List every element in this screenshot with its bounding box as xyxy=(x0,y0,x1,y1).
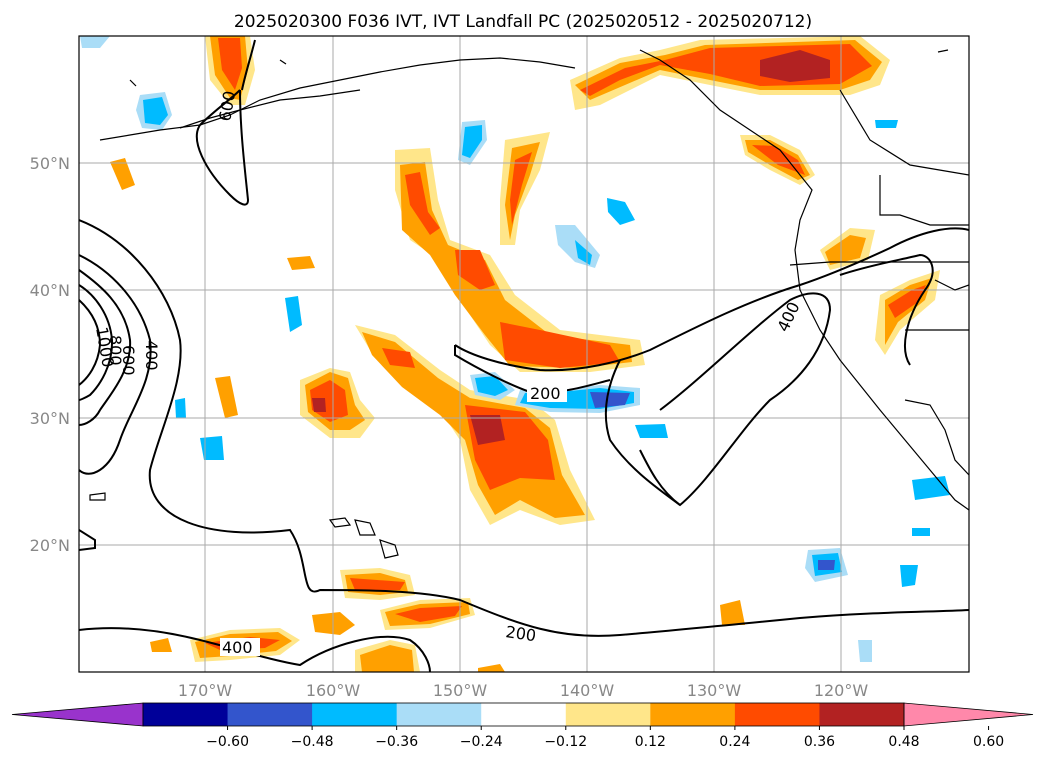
negative-anomaly-region xyxy=(900,565,918,587)
positive-anomaly-region xyxy=(350,578,405,590)
colorbar-swatch xyxy=(650,703,736,726)
lat-tick-label: 50°N xyxy=(30,154,70,173)
colorbar-swatch xyxy=(227,703,313,726)
colorbar-swatch xyxy=(565,703,651,726)
positive-anomaly-region xyxy=(888,285,926,318)
negative-anomaly-region xyxy=(462,125,482,158)
shaded-anomaly-layer xyxy=(80,36,950,672)
colorbar-tick-label: −0.24 xyxy=(460,734,503,750)
colorbar-swatch xyxy=(396,703,482,726)
figure-title: 2025020300 F036 IVT, IVT Landfall PC (20… xyxy=(234,12,812,32)
colorbar: −0.60 −0.48 −0.36 −0.24 −0.12 0.12 0.24 0.36 0.4… xyxy=(11,702,1034,750)
positive-anomaly-region xyxy=(825,235,866,265)
lon-tick-label: 160°W xyxy=(306,681,361,700)
positive-anomaly-region xyxy=(110,158,135,190)
positive-anomaly-region xyxy=(470,415,505,445)
negative-anomaly-region xyxy=(818,560,835,570)
contour-label: 200 xyxy=(504,622,537,645)
positive-anomaly-region xyxy=(395,606,462,622)
lat-tick-label: 40°N xyxy=(30,281,70,300)
negative-anomaly-region xyxy=(475,376,508,396)
positive-anomaly-region xyxy=(760,50,830,82)
colorbar-swatch xyxy=(819,703,905,726)
map-frame xyxy=(78,35,970,673)
negative-anomaly-region xyxy=(285,296,302,332)
negative-anomaly-region xyxy=(200,436,224,460)
positive-anomaly-region xyxy=(752,145,805,175)
lon-tick-label: 170°W xyxy=(178,681,233,700)
colorbar-swatch xyxy=(312,703,398,726)
latitude-ticks: 50°N 40°N 30°N 20°N xyxy=(30,154,70,555)
positive-anomaly-region xyxy=(405,172,440,235)
negative-anomaly-region xyxy=(590,392,630,408)
negative-anomaly-region xyxy=(858,640,872,662)
negative-anomaly-region xyxy=(635,424,668,438)
negative-anomaly-region xyxy=(175,398,186,418)
negative-anomaly-region xyxy=(912,528,930,536)
negative-anomaly-region xyxy=(875,120,898,128)
positive-anomaly-region xyxy=(360,645,414,672)
positive-anomaly-region xyxy=(287,256,315,270)
longitude-ticks: 170°W 160°W 150°W 140°W 130°W 120°W xyxy=(178,681,869,700)
negative-anomaly-region xyxy=(80,36,110,48)
lon-tick-label: 140°W xyxy=(560,681,615,700)
positive-anomaly-region xyxy=(510,152,532,225)
map-panel: 200 200 400 400 400 600 800 1000 600 xyxy=(78,35,970,673)
contour-label: 400 xyxy=(222,638,253,657)
positive-anomaly-region xyxy=(215,376,238,418)
positive-anomaly-region xyxy=(312,398,326,412)
colorbar-tick-label: 0.36 xyxy=(804,734,835,750)
colorbar-frame xyxy=(142,702,905,727)
colorbar-tick-label: 0.48 xyxy=(888,734,919,750)
lat-tick-label: 20°N xyxy=(30,536,70,555)
colorbar-tick-label: 0.12 xyxy=(635,734,666,750)
colorbar-swatch xyxy=(734,703,820,726)
contour-label: 800 xyxy=(106,335,125,366)
contour-label: 600 xyxy=(119,345,138,376)
contour-label: 200 xyxy=(530,384,561,403)
graticule xyxy=(79,36,969,672)
colorbar-extend-low xyxy=(11,702,144,727)
negative-anomaly-region xyxy=(607,198,635,225)
colorbar-tick-label: −0.12 xyxy=(544,734,587,750)
lon-tick-label: 120°W xyxy=(814,681,869,700)
colorbar-tick-label: −0.36 xyxy=(375,734,418,750)
positive-anomaly-region xyxy=(720,600,745,625)
lat-tick-label: 30°N xyxy=(30,409,70,428)
positive-anomaly-region xyxy=(150,638,172,652)
negative-anomaly-region xyxy=(143,97,168,125)
lon-tick-label: 150°W xyxy=(433,681,488,700)
positive-anomaly-region xyxy=(455,250,495,290)
positive-anomaly-region xyxy=(500,322,620,368)
colorbar-tick-label: −0.48 xyxy=(291,734,334,750)
positive-anomaly-region xyxy=(382,348,415,368)
positive-anomaly-region xyxy=(478,664,505,672)
colorbar-swatch xyxy=(481,703,567,726)
colorbar-tick-label: −0.60 xyxy=(206,734,249,750)
contour-label: 400 xyxy=(142,340,161,371)
colorbar-tick-label: 0.24 xyxy=(719,734,750,750)
colorbar-extend-high xyxy=(903,702,1034,727)
negative-anomaly-region xyxy=(575,240,592,265)
colorbar-tick-label: 0.60 xyxy=(973,734,1004,750)
lon-tick-label: 130°W xyxy=(687,681,742,700)
ivt-contours xyxy=(79,39,969,672)
positive-anomaly-region xyxy=(218,38,242,90)
colorbar-swatch xyxy=(143,703,229,726)
